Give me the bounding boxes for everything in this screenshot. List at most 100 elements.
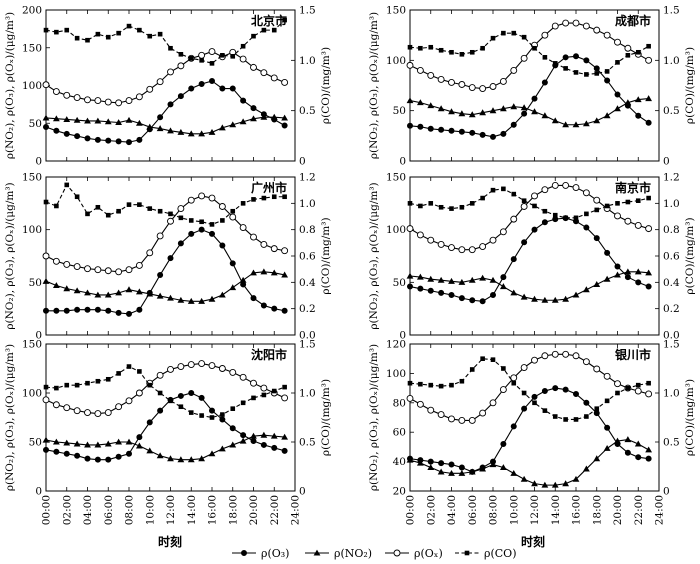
- point-no2: [541, 296, 549, 303]
- point-no2: [645, 95, 653, 102]
- point-ox: [468, 416, 476, 424]
- point-no2: [218, 124, 226, 131]
- y-tick-label: 60: [393, 427, 406, 439]
- point-co: [85, 37, 90, 43]
- point-no2: [250, 269, 257, 276]
- point-ox: [52, 88, 60, 95]
- point-no2: [437, 276, 445, 283]
- point-o3: [240, 432, 247, 439]
- series-co: [407, 356, 651, 422]
- point-co: [261, 195, 267, 201]
- point-co: [532, 400, 537, 406]
- point-co: [157, 390, 163, 396]
- point-ox: [582, 358, 590, 366]
- x-tick-label: 18:00: [227, 495, 239, 525]
- series-line-co: [409, 358, 649, 421]
- x-tick-label: 10:00: [508, 495, 520, 525]
- series-ox: [406, 19, 653, 92]
- point-ox: [94, 266, 102, 274]
- point-ox: [84, 409, 91, 417]
- point-co: [178, 215, 184, 221]
- point-no2: [115, 438, 123, 445]
- point-ox: [489, 399, 497, 407]
- point-no2: [448, 277, 455, 284]
- series-ox: [42, 48, 289, 107]
- point-ox: [624, 217, 632, 225]
- point-co: [449, 206, 454, 211]
- point-no2: [499, 283, 507, 290]
- legend-item-ox: ρ(Oₓ): [385, 547, 443, 560]
- point-no2: [541, 481, 549, 488]
- point-o3: [157, 407, 164, 414]
- point-co: [64, 182, 70, 188]
- point-ox: [427, 406, 435, 414]
- y2-tick-label: 0.4: [299, 277, 316, 289]
- point-ox: [593, 26, 601, 34]
- point-ox: [437, 240, 445, 248]
- point-ox: [645, 225, 653, 233]
- point-o3: [635, 454, 642, 461]
- point-no2: [593, 117, 601, 124]
- point-co: [240, 201, 246, 206]
- x-tick-label: 16:00: [207, 495, 219, 525]
- point-no2: [135, 119, 143, 126]
- point-ox: [510, 374, 518, 382]
- point-no2: [73, 287, 81, 294]
- point-no2: [229, 284, 237, 291]
- point-co: [615, 60, 620, 65]
- right-axis-title: ρ(CO)/(mg/m³): [684, 47, 696, 124]
- point-no2: [489, 107, 497, 114]
- point-co: [209, 61, 215, 66]
- point-no2: [520, 475, 528, 482]
- point-ox: [603, 31, 611, 39]
- y-tick-label: 150: [386, 5, 406, 17]
- point-co: [563, 66, 568, 71]
- point-co: [418, 381, 423, 387]
- panel-title: 南京市: [615, 180, 651, 195]
- point-no2: [73, 116, 81, 123]
- y2-tick-label: 0.5: [663, 105, 680, 117]
- point-co: [563, 417, 568, 422]
- point-co: [407, 201, 413, 206]
- point-o3: [53, 307, 60, 314]
- point-no2: [603, 112, 611, 119]
- point-no2: [208, 128, 216, 135]
- point-ox: [541, 352, 549, 360]
- point-co: [282, 194, 287, 200]
- point-no2: [551, 296, 559, 303]
- point-o3: [188, 85, 195, 92]
- y2-tick-label: 1.0: [663, 388, 680, 400]
- point-no2: [187, 456, 195, 463]
- point-no2: [73, 440, 81, 447]
- point-co: [646, 380, 651, 386]
- point-no2: [510, 289, 518, 296]
- point-ox: [614, 38, 621, 46]
- y2-tick-label: 0.5: [663, 437, 680, 449]
- point-no2: [135, 288, 143, 295]
- point-no2: [218, 445, 226, 452]
- chart-panel-5: 0 50 100 150 0 0.5 1.0 1.5 ρ(NO₂), ρ(O₃), ρ(Oₓ)/…: [4, 339, 332, 498]
- series-line-no2: [409, 271, 649, 301]
- x-tick-label: 24:00: [290, 495, 302, 525]
- legend-item-co: ρ(CO): [455, 547, 516, 560]
- point-ox: [229, 213, 237, 221]
- point-ox: [198, 360, 206, 368]
- point-co: [282, 17, 287, 23]
- legend-label: ρ(CO): [484, 547, 516, 560]
- y2-tick-label: 0.0: [663, 330, 680, 342]
- point-ox: [239, 55, 247, 63]
- point-co: [178, 51, 184, 57]
- point-o3: [74, 133, 81, 140]
- point-o3: [531, 226, 538, 233]
- point-ox: [104, 267, 112, 275]
- point-o3: [489, 291, 496, 298]
- point-ox: [406, 225, 414, 233]
- y2-tick-label: 1.5: [663, 5, 680, 17]
- point-no2: [479, 274, 487, 281]
- point-no2: [614, 271, 621, 278]
- point-o3: [573, 390, 580, 397]
- series-line-co: [45, 19, 286, 64]
- point-co: [85, 380, 90, 386]
- point-no2: [634, 268, 642, 275]
